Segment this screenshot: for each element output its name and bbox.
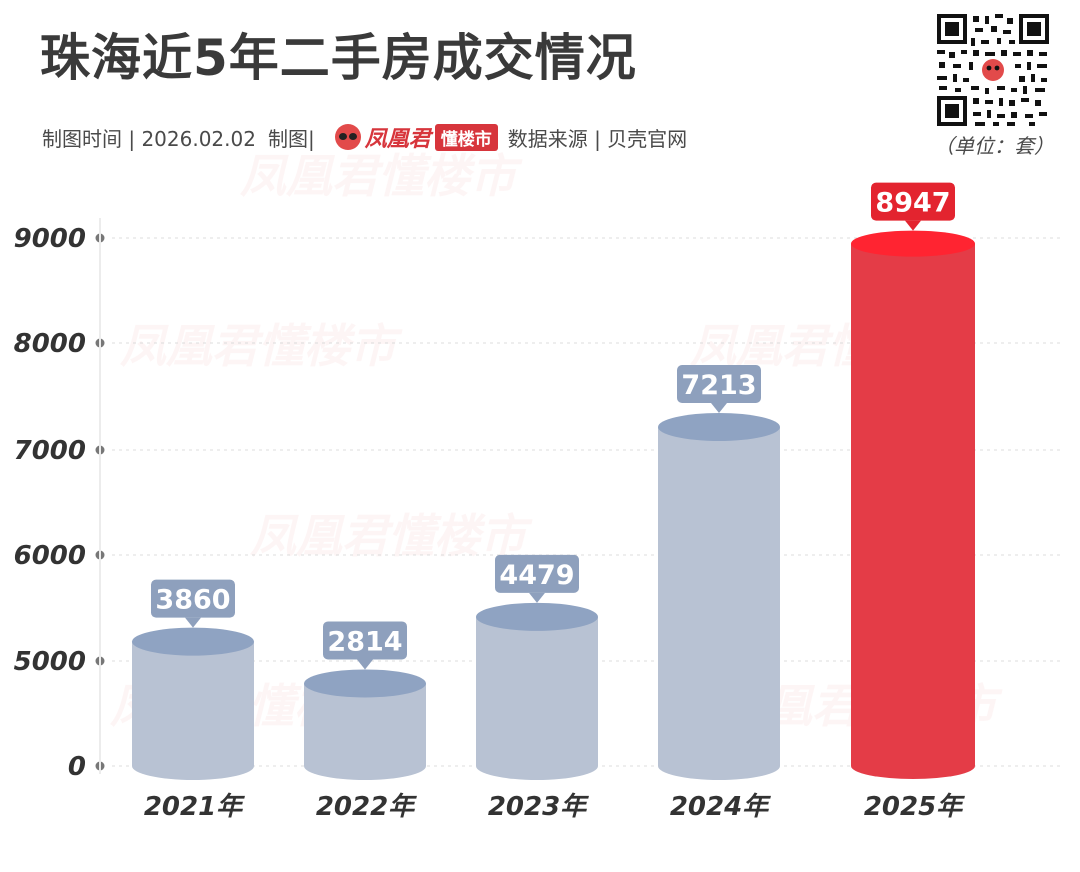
- data-label-1: 3860: [151, 579, 235, 628]
- x-category-label: 2022年: [316, 792, 417, 822]
- bar-5: [851, 230, 975, 779]
- bar-body: [476, 616, 598, 766]
- y-tick-label: 7000: [14, 436, 86, 466]
- x-category-label: 2023年: [488, 792, 589, 822]
- brand-tag: 懂楼市: [434, 123, 498, 151]
- bar-body: [851, 243, 975, 767]
- data-label-text: 4479: [499, 560, 574, 591]
- y-tick-label: 0: [68, 752, 86, 782]
- bar-top: [304, 669, 426, 698]
- bar-4: [658, 412, 780, 780]
- y-tick-label: 5000: [14, 647, 86, 677]
- data-label-box: [871, 182, 955, 221]
- x-category-label: 2025年: [864, 792, 965, 822]
- bar-body: [658, 426, 780, 766]
- data-label-text: 7213: [681, 370, 756, 401]
- data-label-pointer: [905, 220, 921, 231]
- bar-top: [851, 230, 975, 257]
- bar-top: [132, 627, 254, 656]
- data-label-box: [495, 554, 579, 593]
- bar-1: [132, 627, 254, 780]
- data-label-pointer: [357, 659, 373, 670]
- data-label-pointer: [529, 592, 545, 603]
- data-label-box: [677, 364, 761, 403]
- mascot-icon: [334, 124, 361, 150]
- bar-top: [476, 602, 598, 631]
- data-label-text: 8947: [875, 188, 950, 219]
- data-label-pointer: [185, 617, 201, 628]
- meta-line: 制图时间 | 2026.02.02 制图| 凤凰君 懂楼市 数据来源 | 贝壳官…: [42, 122, 687, 152]
- data-label-2: 2814: [323, 621, 407, 670]
- y-tick-label: 9000: [14, 224, 86, 254]
- data-label-pointer: [711, 402, 727, 413]
- brand-logo: 凤凰君 懂楼市: [334, 121, 498, 153]
- made-by: 制图|: [267, 126, 315, 151]
- y-tick-label: 6000: [14, 541, 86, 571]
- made-time: 制图时间 | 2026.02.02: [42, 126, 256, 151]
- bar-2: [304, 669, 426, 780]
- data-label-text: 2814: [327, 626, 402, 657]
- qr-code-icon: [935, 12, 1051, 128]
- data-label-box: [323, 621, 407, 660]
- bar-top: [658, 412, 780, 441]
- data-label-4: 7213: [677, 364, 761, 413]
- data-label-3: 4479: [495, 554, 579, 603]
- data-label-text: 3860: [155, 585, 230, 616]
- data-source: 数据来源 | 贝壳官网: [507, 126, 688, 151]
- y-tick-label: 8000: [14, 329, 86, 359]
- bar-3: [476, 602, 598, 780]
- bar-body: [132, 641, 254, 766]
- data-label-box: [151, 579, 235, 618]
- x-category-label: 2021年: [144, 792, 245, 822]
- brand-name: 凤凰君: [364, 127, 431, 152]
- data-label-5: 8947: [871, 182, 955, 231]
- unit-label: （单位：套）: [934, 134, 1054, 158]
- page-title: 珠海近5年二手房成交情况: [40, 29, 637, 87]
- x-category-label: 2024年: [670, 792, 771, 822]
